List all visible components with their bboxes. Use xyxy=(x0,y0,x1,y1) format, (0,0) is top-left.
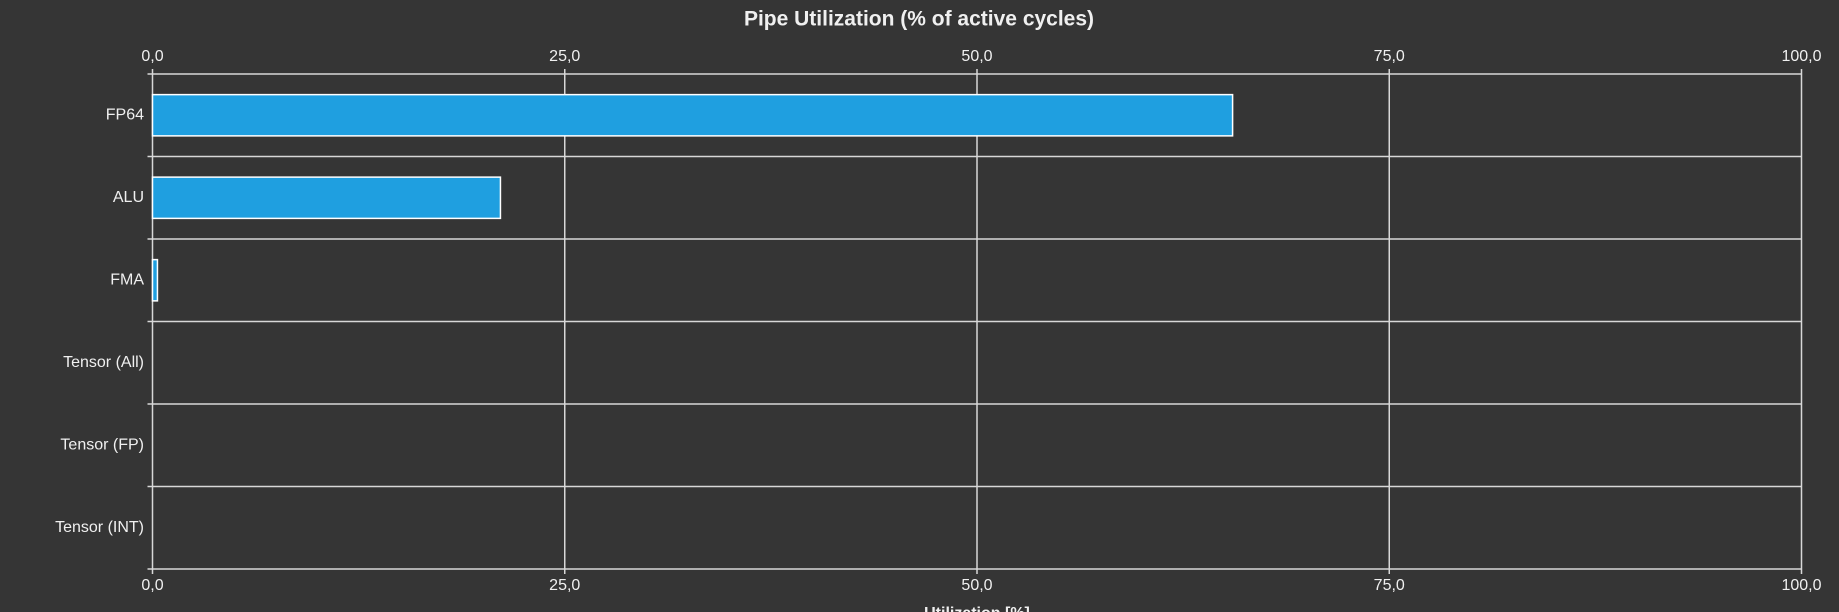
x-tick-label: 50,0 xyxy=(961,577,992,594)
x-axis-title: Utilization [%] xyxy=(924,605,1030,612)
x-tick-label: 100,0 xyxy=(1781,577,1821,594)
x-tick-label-top: 100,0 xyxy=(1781,48,1821,65)
y-tick-label: Tensor (INT) xyxy=(55,519,144,536)
y-tick-label: FMA xyxy=(110,271,144,288)
bar xyxy=(151,258,159,302)
bar xyxy=(151,176,502,220)
x-tick-label-top: 75,0 xyxy=(1374,48,1405,65)
y-tick-label: FP64 xyxy=(106,106,144,123)
x-tick-label-top: 25,0 xyxy=(549,48,580,65)
x-tick-label-top: 0,0 xyxy=(141,48,163,65)
chart-title: Pipe Utilization (% of active cycles) xyxy=(744,8,1094,31)
x-tick-label: 75,0 xyxy=(1374,577,1405,594)
x-tick-label: 0,0 xyxy=(141,577,163,594)
y-tick-label: Tensor (FP) xyxy=(60,436,144,453)
x-tick-label-top: 50,0 xyxy=(961,48,992,65)
y-tick-label: ALU xyxy=(113,189,144,206)
x-tick-label: 25,0 xyxy=(549,577,580,594)
y-tick-label: Tensor (All) xyxy=(63,354,144,371)
bar xyxy=(151,93,1234,137)
